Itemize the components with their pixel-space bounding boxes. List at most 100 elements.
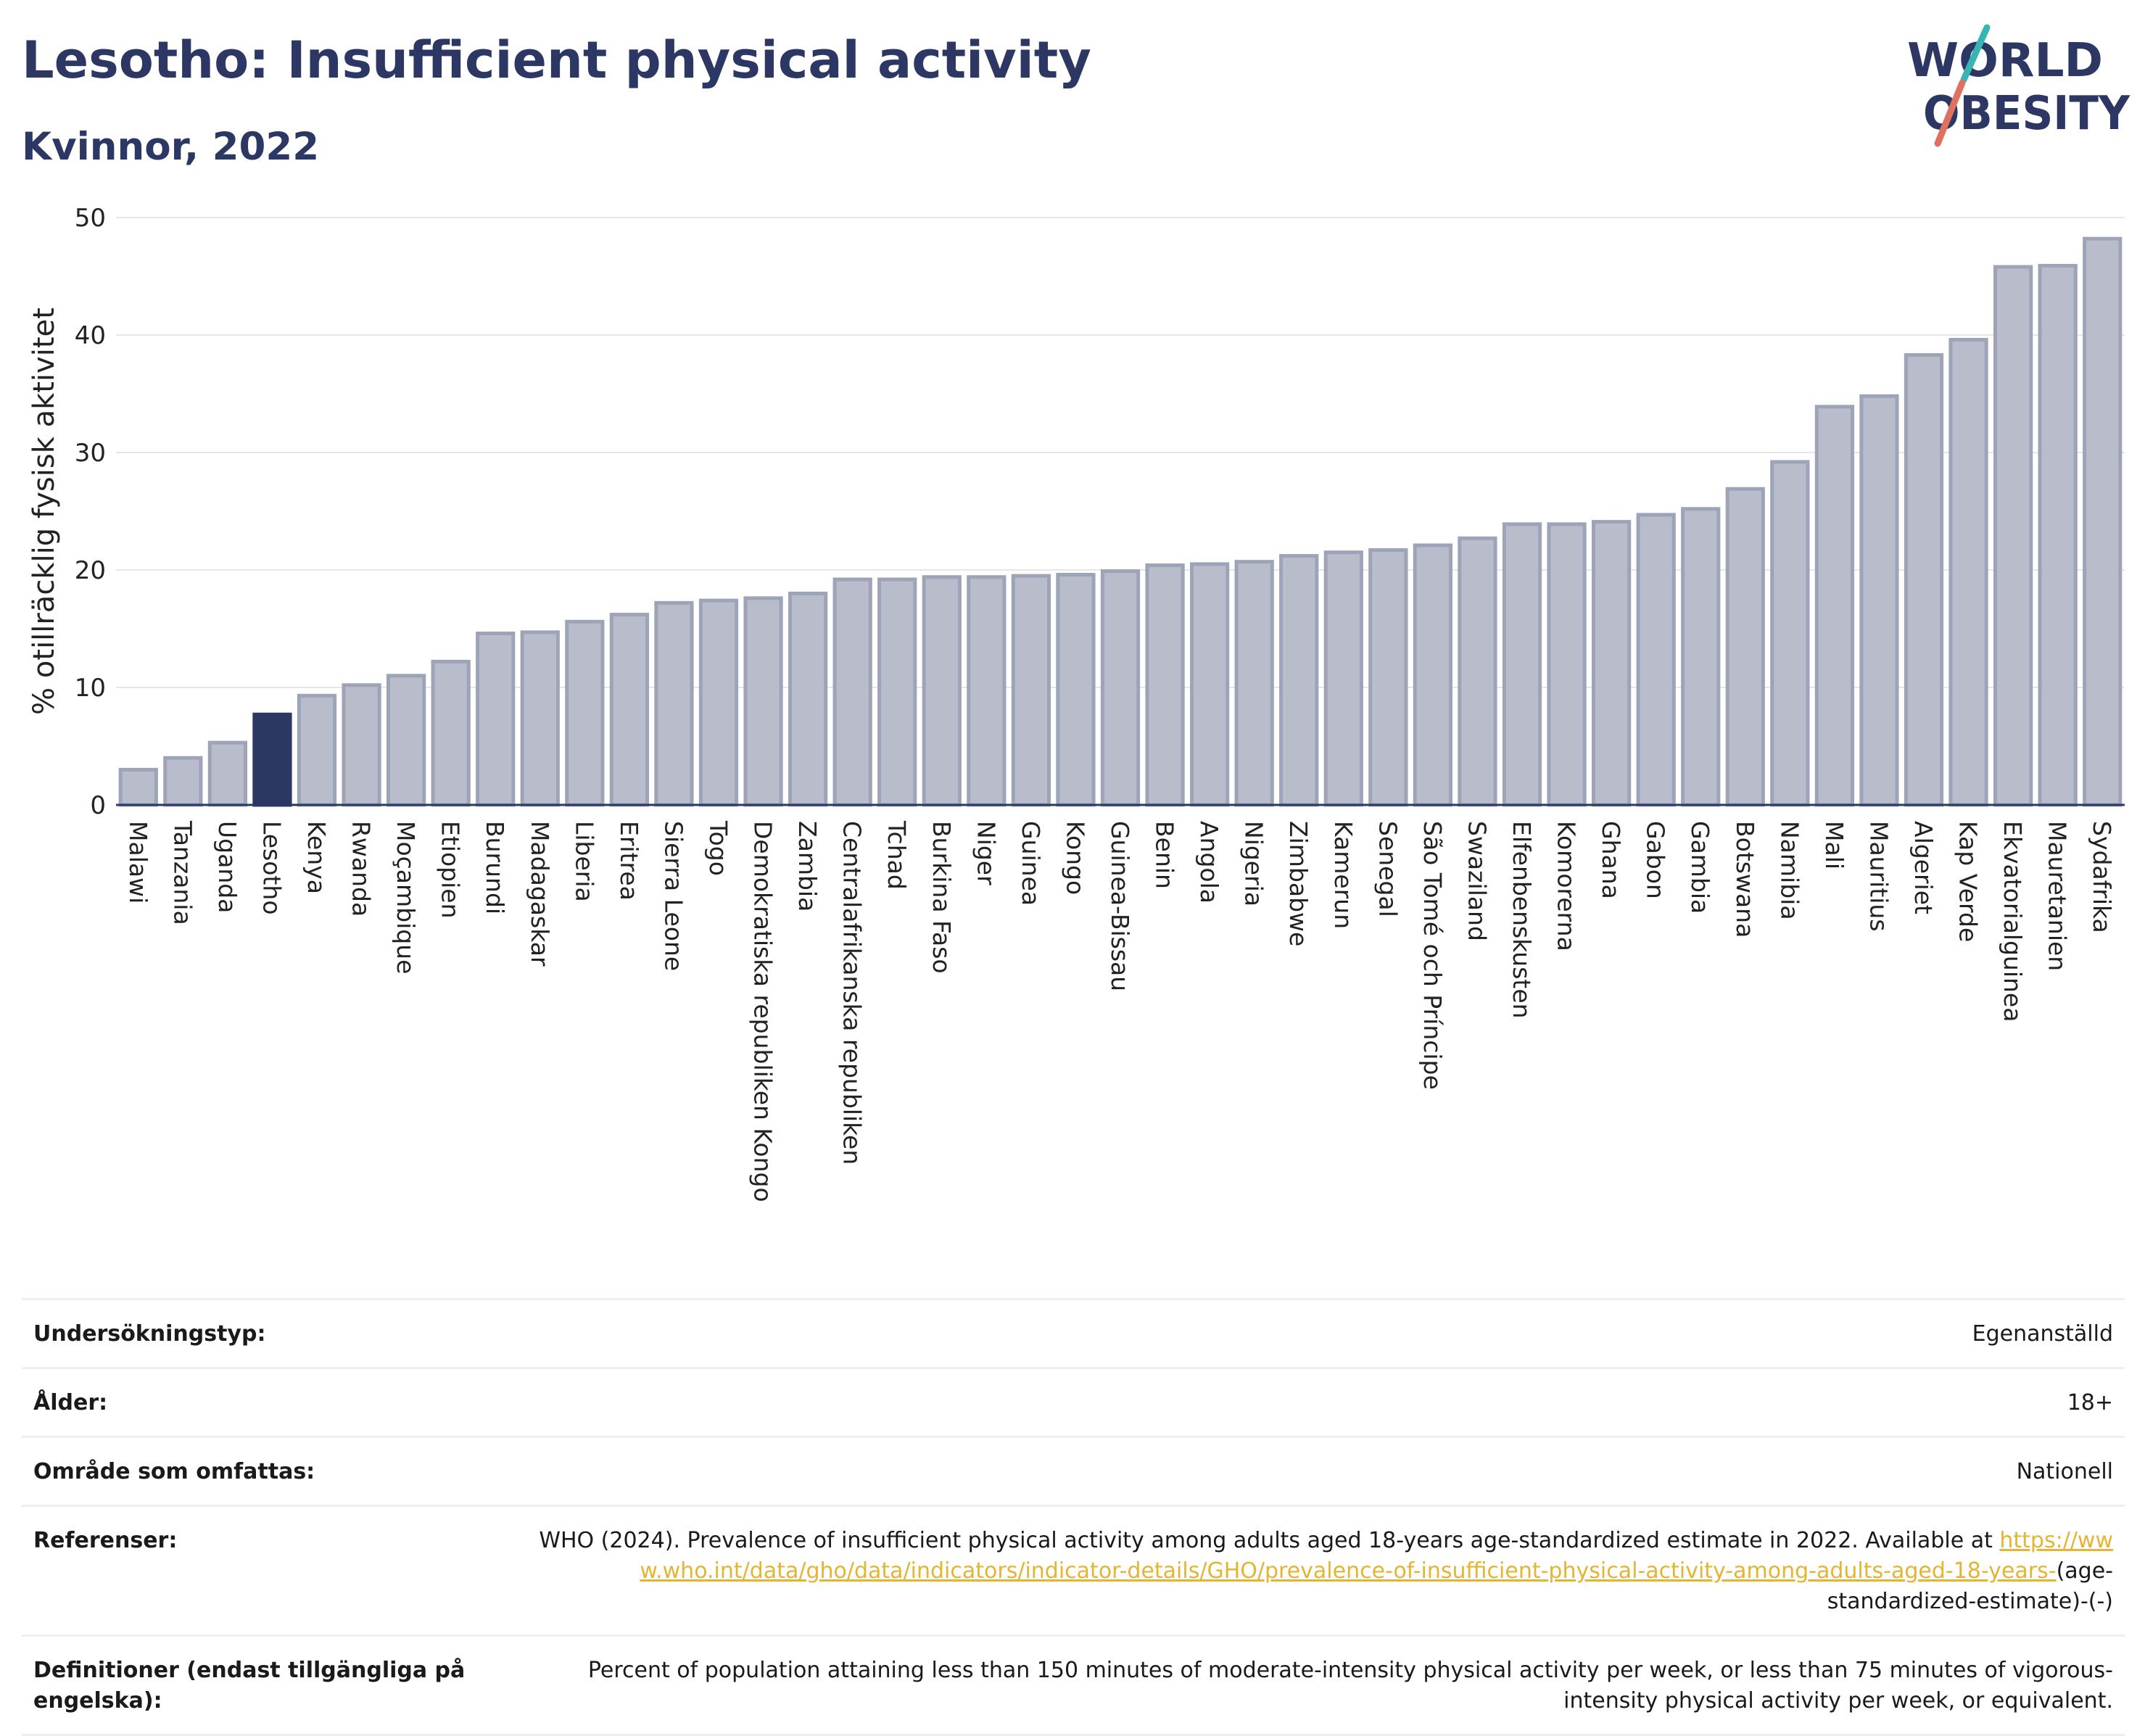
x-tick-label: Nigeria — [1240, 821, 1268, 906]
bar-benin — [1145, 563, 1185, 807]
x-tick-label: Komorerna — [1553, 821, 1581, 951]
bar-tanzania — [163, 756, 203, 807]
x-tick-label: Eritrea — [615, 821, 643, 901]
x-tick-label: Mauritius — [1864, 821, 1893, 932]
x-tick-label: Zimbabwe — [1284, 821, 1313, 946]
bar-niger — [967, 575, 1007, 807]
meta-key: Definitioner (endast tillgängliga på eng… — [33, 1658, 466, 1714]
meta-row-age: Ålder: 18+ — [22, 1367, 2125, 1436]
bar-elfenbenskusten — [1502, 522, 1542, 807]
x-tick-label: Tanzania — [168, 820, 197, 925]
x-tick-label: Zambia — [793, 821, 822, 912]
x-tick-label: Algeriet — [1909, 821, 1938, 914]
x-tick-label: Guinea — [1017, 821, 1045, 906]
x-tick-label: Burundi — [481, 821, 509, 914]
x-tick-label: Botswana — [1731, 821, 1759, 938]
bar-s-o-tom-och-pr-ncipe — [1413, 543, 1453, 807]
x-tick-label: Benin — [1151, 821, 1179, 889]
x-tick-label: Kamerun — [1329, 821, 1357, 929]
x-tick-label: Niger — [972, 821, 1000, 885]
x-tick-label: Moçambique — [392, 821, 420, 974]
x-tick-label: Uganda — [213, 821, 241, 913]
bar-kamerun — [1323, 550, 1363, 807]
x-tick-label: Sydafrika — [2088, 821, 2116, 933]
x-tick-label: Mauretanien — [2043, 821, 2072, 971]
x-tick-label: Guinea-Bissau — [1106, 821, 1134, 991]
bar-etiopien — [431, 659, 471, 807]
y-tick-label: 30 — [75, 439, 106, 468]
bar-burkina-faso — [922, 575, 962, 807]
bar-gabon — [1636, 513, 1676, 807]
bar-swaziland — [1458, 536, 1497, 807]
x-tick-label: Kongo — [1061, 821, 1089, 895]
bar-mali — [1814, 405, 1855, 807]
x-tick-label: Elfenbenskusten — [1508, 821, 1536, 1019]
bars — [118, 236, 2123, 807]
x-tick-label: Gambia — [1686, 821, 1714, 914]
meta-row-coverage: Område som omfattas: Nationell — [22, 1436, 2125, 1505]
x-tick-label: Malawi — [124, 821, 152, 904]
bar-mauritius — [1859, 394, 1899, 807]
x-tick-label: Etiopien — [437, 821, 465, 918]
meta-value: Percent of population attaining less tha… — [587, 1658, 2113, 1714]
bar-demokratiska-republiken-kongo — [743, 596, 783, 807]
bar-mo-ambique — [386, 674, 426, 807]
y-tick-label: 10 — [75, 674, 106, 703]
y-tick-label: 20 — [75, 556, 106, 585]
y-tick-label: 40 — [75, 321, 106, 350]
bar-sierra-leone — [654, 600, 694, 807]
x-tick-label: Centralafrikanska republiken — [838, 821, 867, 1165]
meta-value: WHO (2024). Prevalence of insufficient p… — [497, 1526, 2113, 1617]
x-tick-label: Ekvatorialguinea — [1999, 821, 2027, 1022]
meta-value: Nationell — [2016, 1459, 2113, 1484]
bar-ghana — [1591, 520, 1632, 807]
bar-eritrea — [609, 613, 650, 807]
reference-link[interactable]: https://www.who.int/data/gho/data/indica… — [640, 1528, 2113, 1584]
bar-lesotho — [252, 712, 292, 807]
bar-senegal — [1368, 547, 1408, 807]
bar-liberia — [565, 619, 605, 807]
bar-sydafrika — [2083, 236, 2123, 807]
x-tick-label: Kap Verde — [1954, 821, 1983, 942]
meta-key: Undersökningstyp: — [33, 1321, 266, 1347]
x-tick-label: Gabon — [1642, 821, 1670, 899]
meta-key: Referenser: — [33, 1528, 178, 1553]
x-axis-ticks: Malawi Tanzania Uganda Lesotho Kenya Rwanda Mo… — [124, 820, 2116, 1202]
bar-ekvatorialguinea — [1993, 265, 2033, 807]
reference-suffix: (age-standardized-estimate)-(-) — [1827, 1558, 2113, 1614]
x-tick-label: Ghana — [1597, 821, 1625, 899]
x-tick-label: Togo — [704, 820, 732, 876]
bar-nigeria — [1234, 560, 1274, 807]
x-tick-label: Lesotho — [257, 821, 286, 915]
x-tick-label: São Tomé och Príncipe — [1418, 821, 1447, 1090]
bar-botswana — [1725, 487, 1765, 807]
metadata-table: Undersökningstyp: Egenanställd Ålder: 18… — [22, 1298, 2125, 1736]
meta-value: 18+ — [2067, 1390, 2113, 1415]
bar-togo — [698, 598, 739, 807]
x-tick-label: Mali — [1820, 821, 1848, 869]
x-tick-label: Madagaskar — [526, 821, 554, 967]
reference-text: WHO (2024). Prevalence of insufficient p… — [539, 1528, 1993, 1553]
bar-zimbabwe — [1279, 554, 1319, 807]
y-axis-label: % otillräcklig fysisk aktivitet — [28, 307, 61, 715]
bar-algeriet — [1904, 353, 1944, 807]
meta-value: Egenanställd — [1972, 1321, 2113, 1347]
x-tick-label: Demokratiska republiken Kongo — [749, 821, 777, 1202]
bar-komorerna — [1547, 522, 1587, 807]
bar-zambia — [788, 591, 828, 807]
bar-kap-verde — [1948, 337, 1988, 807]
bar-kongo — [1056, 572, 1096, 807]
meta-row-references: Referenser: WHO (2024). Prevalence of in… — [22, 1505, 2125, 1634]
x-tick-label: Angola — [1195, 821, 1223, 904]
x-tick-label: Senegal — [1373, 821, 1402, 917]
world-obesity-logo: WORLD OBESITY — [1907, 24, 2130, 147]
bar-guinea-bissau — [1100, 569, 1141, 807]
y-tick-label: 0 — [90, 791, 106, 820]
x-tick-label: Tchad — [883, 820, 911, 890]
bar-burundi — [476, 631, 516, 807]
x-tick-label: Liberia — [570, 821, 598, 902]
bar-chart: 0 10 20 30 40 50 Malawi Tanzania Uganda Lesotho K… — [28, 204, 2125, 1202]
page-title: Lesotho: Insufficient physical activity — [22, 30, 1091, 90]
bar-centralafrikanska-republiken — [832, 577, 872, 807]
page-subtitle: Kvinnor, 2022 — [22, 125, 320, 169]
